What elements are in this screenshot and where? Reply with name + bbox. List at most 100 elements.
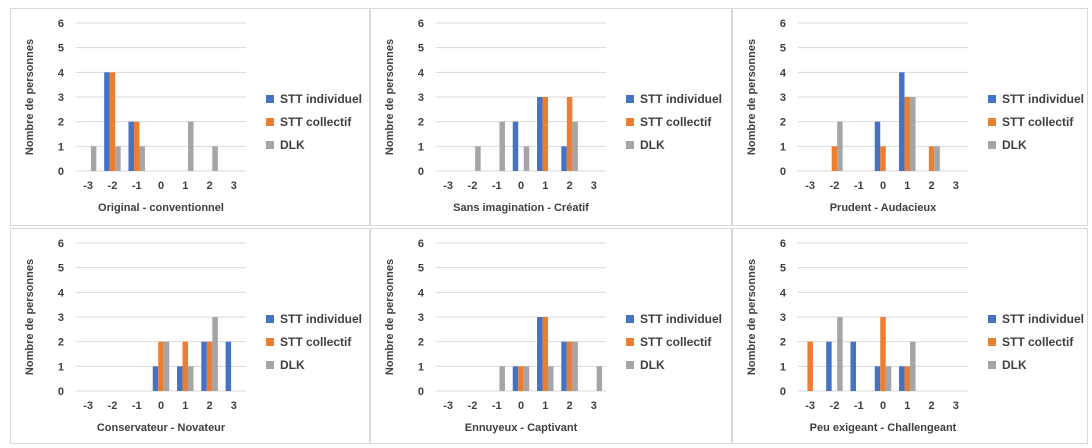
legend-label: STT individuel (640, 311, 723, 326)
legend-swatch (988, 314, 996, 323)
y-tick-label: 6 (418, 238, 424, 250)
legend-label: DLK (1002, 357, 1027, 372)
bar (910, 97, 916, 171)
bar (537, 97, 543, 171)
y-tick-label: 4 (58, 287, 65, 299)
bar (542, 317, 549, 391)
bar (523, 146, 530, 171)
legend-swatch (988, 117, 996, 126)
y-tick-label: 5 (58, 43, 64, 55)
x-tick-label: 0 (880, 180, 886, 192)
x-tick-label: 0 (880, 400, 886, 412)
x-tick-label: 2 (207, 180, 213, 192)
bar (188, 366, 194, 391)
y-tick-label: 0 (418, 166, 424, 178)
bar (537, 317, 543, 391)
legend-label: STT collectif (1002, 114, 1074, 129)
x-tick-label: 0 (518, 400, 524, 412)
x-tick-label: 3 (591, 400, 597, 412)
legend-label: STT individuel (280, 311, 363, 326)
bar (566, 341, 573, 391)
bar (188, 121, 194, 171)
legend-label: STT collectif (280, 114, 352, 129)
bar (934, 146, 940, 171)
y-tick-label: 4 (418, 67, 425, 79)
x-tick-label: -3 (83, 400, 93, 412)
legend-swatch (988, 337, 996, 346)
chart-panel: 0 1 2 3 4 5 6 -3 -2 -1 0 1 2 3 Nombre de personnes Peu … (732, 228, 1088, 444)
y-tick-label: 4 (418, 287, 425, 299)
legend-swatch (266, 140, 274, 149)
bar (499, 121, 505, 171)
bar (561, 146, 567, 171)
bar (542, 97, 549, 171)
chart-panel: 0 1 2 3 4 5 6 -3 -2 -1 0 1 2 3 Nombre de personnes Orig… (10, 8, 370, 226)
bar (139, 146, 145, 171)
legend-label: STT collectif (640, 334, 712, 349)
legend-label: STT collectif (1002, 334, 1074, 349)
y-tick-label: 2 (58, 337, 64, 349)
legend-label: DLK (280, 357, 305, 372)
x-tick-label: -1 (492, 180, 502, 192)
y-axis-label: Nombre de personnes (24, 259, 36, 375)
legend-item: STT collectif (266, 110, 362, 133)
bar (561, 341, 567, 391)
y-tick-label: 5 (58, 263, 64, 275)
bar (212, 317, 218, 391)
y-tick-label: 1 (418, 141, 424, 153)
chart-svg: 0 1 2 3 4 5 6 -3 -2 -1 0 1 2 3 Nombre de personnes Orig… (24, 18, 246, 214)
legend-swatch (266, 314, 274, 323)
y-axis-label: Nombre de personnes (384, 259, 396, 375)
legend-label: DLK (640, 137, 665, 152)
legend: STT individuel STT collectif DLK (988, 307, 1084, 376)
bar (874, 121, 881, 171)
legend: STT individuel STT collectif DLK (626, 87, 722, 156)
legend-item: STT individuel (266, 87, 362, 110)
x-tick-label: 0 (158, 400, 164, 412)
x-tick-label: 3 (953, 400, 959, 412)
legend-swatch (266, 337, 274, 346)
bar (206, 341, 213, 391)
x-tick-label: 0 (518, 180, 524, 192)
bar (128, 121, 134, 171)
y-tick-label: 1 (58, 361, 64, 373)
y-tick-label: 2 (418, 337, 424, 349)
legend-swatch (266, 94, 274, 103)
x-tick-label: -3 (443, 400, 453, 412)
x-tick-label: -2 (468, 400, 478, 412)
bar (499, 366, 505, 391)
y-tick-label: 0 (780, 386, 786, 398)
bar (885, 366, 892, 391)
bar (115, 146, 121, 171)
legend-item: DLK (626, 133, 722, 156)
y-tick-label: 3 (418, 312, 424, 324)
bar (850, 341, 856, 391)
x-tick-label: 0 (158, 180, 164, 192)
y-tick-label: 4 (58, 67, 65, 79)
y-tick-label: 0 (780, 166, 786, 178)
bar (133, 121, 140, 171)
x-tick-label: -1 (854, 400, 864, 412)
legend: STT individuel STT collectif DLK (266, 307, 362, 376)
x-axis-label: Sans imagination - Créatif (453, 202, 589, 214)
x-tick-label: -1 (132, 400, 142, 412)
y-tick-label: 2 (780, 117, 786, 129)
legend-label: DLK (640, 357, 665, 372)
chart-svg: 0 1 2 3 4 5 6 -3 -2 -1 0 1 2 3 Nombre de personnes Sans… (384, 18, 606, 214)
x-tick-label: 1 (182, 400, 188, 412)
bar (158, 341, 164, 391)
x-tick-label: -1 (492, 400, 502, 412)
x-tick-label: 2 (567, 400, 573, 412)
y-axis-label: Nombre de personnes (24, 39, 36, 155)
y-tick-label: 5 (418, 263, 424, 275)
x-tick-label: 1 (542, 180, 548, 192)
bar (104, 72, 110, 171)
x-tick-label: 2 (929, 180, 935, 192)
y-tick-label: 3 (780, 312, 786, 324)
x-tick-label: 1 (542, 400, 548, 412)
legend-label: STT individuel (1002, 311, 1085, 326)
chart-svg: 0 1 2 3 4 5 6 -3 -2 -1 0 1 2 3 Nombre de personnes Prud… (746, 18, 968, 214)
legend-swatch (988, 360, 996, 369)
legend-item: STT collectif (988, 330, 1084, 353)
bar (163, 341, 170, 391)
